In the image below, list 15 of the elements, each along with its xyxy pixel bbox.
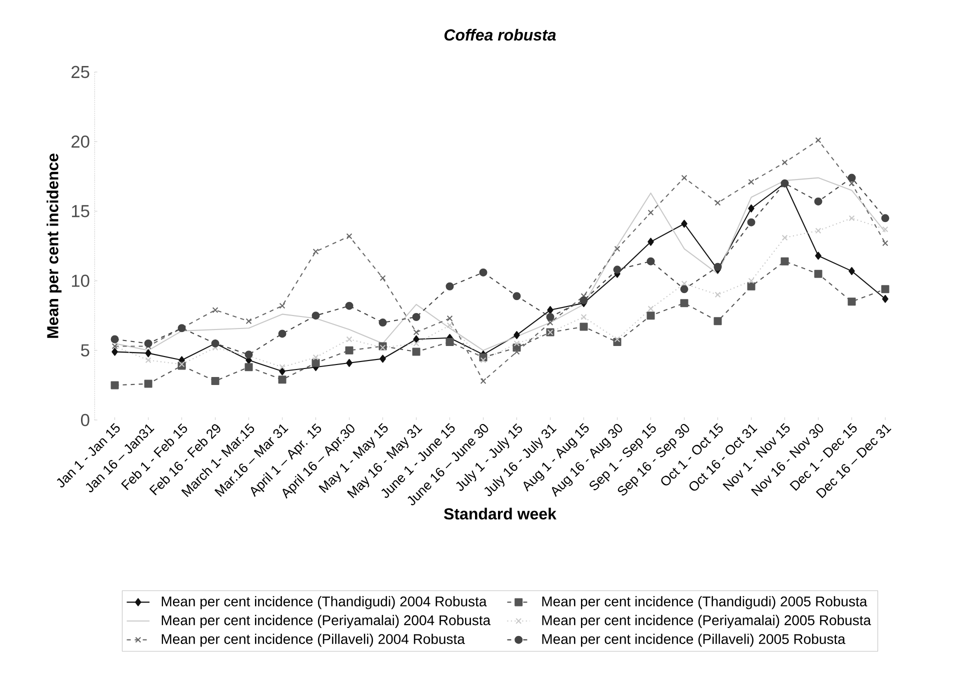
chart-title: Coffea robusta	[444, 28, 556, 41]
y-tick-label: 25	[72, 66, 90, 78]
legend-label: Mean per cent incidence (Thandigudi) 2005 Robusta	[542, 596, 868, 610]
y-tick-label: 0	[80, 414, 90, 426]
legend-label: Mean per cent incidence (Pillaveli) 2005 Robusta	[542, 634, 846, 647]
x-axis-title: Standard week	[444, 508, 556, 520]
y-tick-label: 20	[72, 135, 90, 148]
y-tick-label: 15	[72, 205, 90, 218]
legend-label: Mean per cent incidence (Thandigudi) 2004 Robusta	[162, 596, 487, 610]
y-tick-label: 10	[72, 274, 90, 287]
legend-label: Mean per cent incidence (Pillaveli) 2004 Robusta	[162, 634, 465, 647]
y-axis-title: Mean per cent incidence	[46, 154, 62, 338]
y-tick-label: 5	[81, 344, 90, 356]
legend-label: Mean per cent incidence (Periyamalai) 2005 Robusta	[542, 614, 872, 628]
legend-label: Mean per cent incidence (Periyamalai) 2004 Robusta	[162, 614, 491, 628]
